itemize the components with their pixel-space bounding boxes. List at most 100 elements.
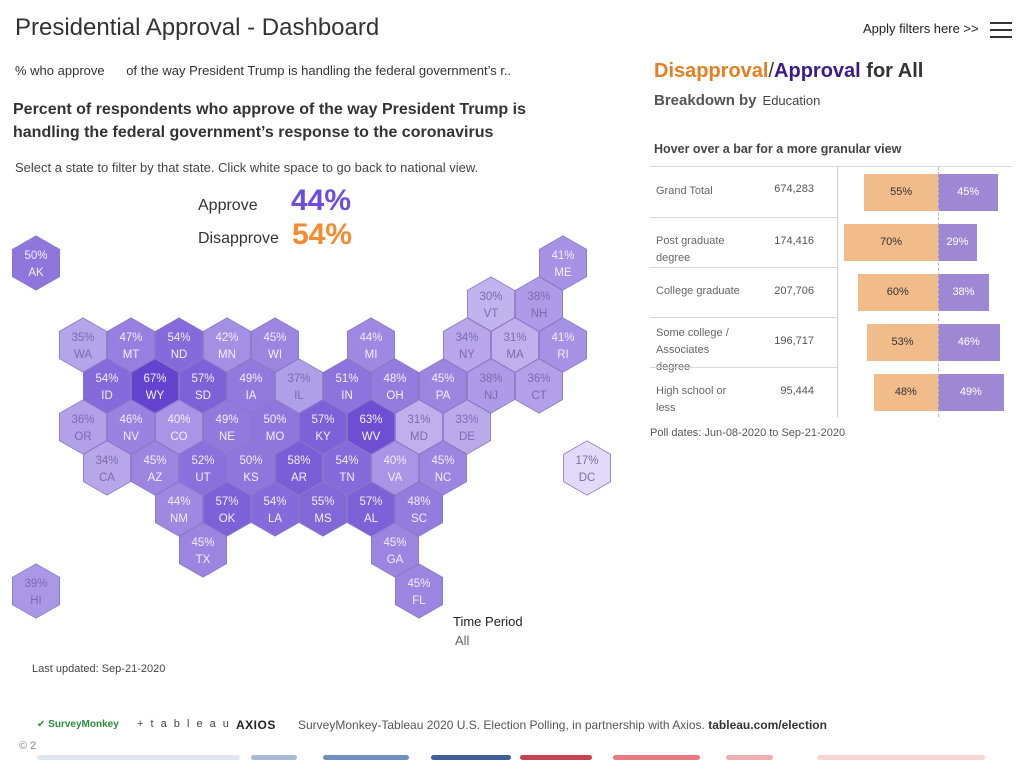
state-hex-ct[interactable]: 36% CT (515, 358, 563, 414)
state-hex-shape[interactable] (394, 563, 444, 619)
state-hex-mn[interactable]: 42% MN (202, 317, 252, 373)
state-hex-sc[interactable]: 48% SC (394, 481, 444, 537)
state-hex-ga[interactable]: 45% GA (370, 522, 420, 578)
color-stripe (613, 755, 700, 760)
breakdown-by-dropdown[interactable]: Education (762, 93, 821, 108)
state-hex-mo[interactable]: 50% MO (250, 399, 300, 455)
state-hex-va[interactable]: 40% VA (370, 440, 420, 496)
state-hex-il[interactable]: 37% IL (274, 358, 324, 414)
disapprove-bar[interactable]: 60% (857, 274, 938, 311)
breakdown-row[interactable]: College graduate 207,706 60% 38% (650, 267, 1012, 317)
state-pct-label: 34% (455, 332, 478, 344)
state-abbr-label: PA (436, 390, 451, 402)
state-abbr-label: CA (99, 472, 115, 484)
state-hex-ms[interactable]: 55% MS (298, 481, 348, 537)
approve-bar[interactable]: 46% (938, 324, 1000, 361)
state-hex-al[interactable]: 57% AL (346, 481, 396, 537)
breakdown-row-count: 674,283 (774, 183, 814, 195)
surveymonkey-logo[interactable]: ✔ SurveyMonkey (37, 719, 119, 730)
state-pct-label: 67% (143, 373, 166, 385)
state-hex-ak[interactable]: 50% AK (11, 235, 60, 291)
state-pct-label: 44% (167, 496, 190, 508)
state-pct-label: 58% (287, 455, 310, 467)
state-abbr-label: MN (218, 349, 236, 361)
state-hex-shape[interactable] (563, 440, 611, 496)
state-hex-nc[interactable]: 45% NC (418, 440, 468, 496)
state-hex-shape[interactable] (11, 235, 60, 291)
state-abbr-label: NC (435, 472, 452, 484)
state-hex-dc[interactable]: 17% DC (563, 440, 611, 496)
apply-filters-link[interactable]: Apply filters here >> (863, 21, 979, 36)
breakdown-row[interactable]: High school or less 95,444 48% 49% (650, 367, 1012, 417)
state-hex-nd[interactable]: 54% ND (154, 317, 204, 373)
state-hex-ca[interactable]: 34% CA (83, 440, 132, 496)
question-dropdown[interactable]: of the way President Trump is handling t… (126, 63, 512, 78)
state-pct-label: 45% (431, 373, 454, 385)
state-hex-wv[interactable]: 63% WV (346, 399, 396, 455)
state-hex-shape[interactable] (515, 358, 563, 414)
state-abbr-label: SC (411, 513, 427, 525)
state-pct-label: 52% (191, 455, 214, 467)
state-abbr-label: AR (291, 472, 307, 484)
approve-value: 44% (291, 184, 352, 217)
disapprove-bar[interactable]: 48% (873, 374, 938, 411)
state-hex-mi[interactable]: 44% MI (346, 317, 396, 373)
state-hex-ma[interactable]: 31% MA (490, 317, 539, 373)
footer-link[interactable]: tableau.com/election (708, 718, 827, 732)
approve-bar[interactable]: 45% (938, 174, 999, 211)
menu-icon[interactable] (990, 20, 1012, 38)
state-hex-co[interactable]: 40% CO (154, 399, 204, 455)
state-pct-label: 33% (455, 414, 478, 426)
state-hex-nj[interactable]: 38% NJ (466, 358, 515, 414)
state-pct-label: 36% (527, 373, 550, 385)
state-abbr-label: OH (386, 390, 403, 402)
state-hex-shape[interactable] (298, 481, 348, 537)
state-hex-ar[interactable]: 58% AR (274, 440, 324, 496)
state-hex-oh[interactable]: 48% OH (370, 358, 420, 414)
state-pct-label: 50% (263, 414, 286, 426)
breakdown-row[interactable]: Grand Total 674,283 55% 45% (650, 167, 1012, 217)
state-abbr-label: TX (196, 554, 211, 566)
disapprove-bar[interactable]: 55% (864, 174, 938, 211)
approve-bar[interactable]: 49% (938, 374, 1004, 411)
state-hex-tn[interactable]: 54% TN (322, 440, 372, 496)
state-hex-fl[interactable]: 45% FL (394, 563, 444, 619)
state-hex-la[interactable]: 54% LA (250, 481, 300, 537)
state-abbr-label: MI (365, 349, 378, 361)
state-abbr-label: KY (315, 431, 331, 443)
time-period-value[interactable]: All (455, 633, 470, 648)
state-hex-ut[interactable]: 52% UT (178, 440, 228, 496)
state-hex-nm[interactable]: 44% NM (154, 481, 204, 537)
breakdown-row[interactable]: Post graduate degree 174,416 70% 29% (650, 217, 1012, 267)
state-hex-ne[interactable]: 49% NE (202, 399, 252, 455)
approve-bar[interactable]: 29% (938, 224, 977, 261)
state-hex-shape[interactable] (83, 440, 132, 496)
state-hex-pa[interactable]: 45% PA (418, 358, 468, 414)
measure-dropdown[interactable]: % who approve (15, 63, 105, 78)
state-hex-nh[interactable]: 38% NH (515, 276, 563, 332)
breakdown-row[interactable]: Some college / Associates degree 196,717 5… (650, 317, 1012, 373)
state-hex-hi[interactable]: 39% HI (11, 563, 60, 619)
state-pct-label: 41% (551, 250, 574, 262)
state-hex-tx[interactable]: 45% TX (178, 522, 228, 578)
state-hex-or[interactable]: 36% OR (59, 399, 107, 455)
question-selector[interactable]: % who approve of the way President Trump… (15, 63, 511, 78)
footer-credit: SurveyMonkey-Tableau 2020 U.S. Election … (298, 718, 827, 732)
axios-logo[interactable]: AXIOS (236, 718, 276, 732)
state-hex-shape[interactable] (250, 481, 300, 537)
state-hex-nv[interactable]: 46% NV (107, 399, 156, 455)
state-hex-ky[interactable]: 57% KY (298, 399, 348, 455)
tableau-logo[interactable]: + t a b l e a u (137, 718, 231, 730)
disapprove-bar[interactable]: 70% (844, 224, 938, 261)
state-hex-de[interactable]: 33% DE (442, 399, 492, 455)
state-hex-shape[interactable] (178, 522, 228, 578)
state-hex-shape[interactable] (11, 563, 60, 619)
approve-bar[interactable]: 38% (938, 274, 989, 311)
state-abbr-label: NE (219, 431, 235, 443)
state-hex-az[interactable]: 45% AZ (130, 440, 180, 496)
state-hex-ks[interactable]: 50% KS (226, 440, 276, 496)
state-abbr-label: FL (412, 595, 426, 607)
state-hex-ia[interactable]: 49% IA (226, 358, 276, 414)
state-pct-label: 54% (167, 332, 190, 344)
disapprove-bar[interactable]: 53% (866, 324, 938, 361)
